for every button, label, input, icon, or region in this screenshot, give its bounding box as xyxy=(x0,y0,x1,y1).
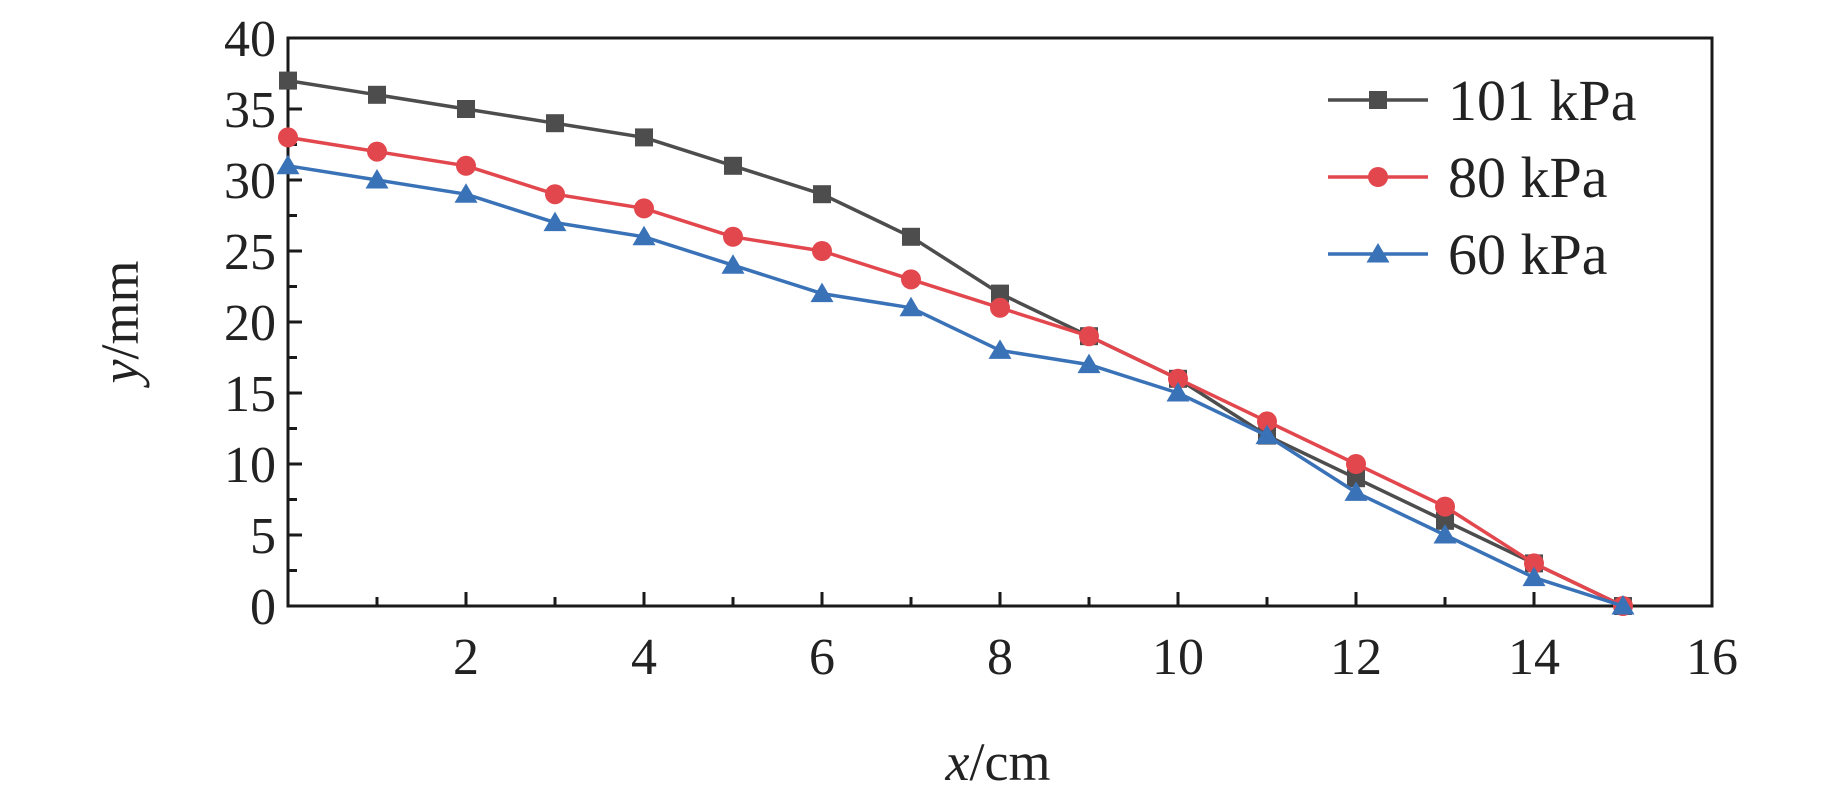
data-point-80-kpa xyxy=(723,226,743,247)
y-tick-label: 30 xyxy=(224,153,276,210)
data-point-80-kpa xyxy=(990,297,1010,318)
data-point-80-kpa xyxy=(901,269,921,290)
data-point-60-kpa xyxy=(543,211,567,232)
y-axis-variable: y xyxy=(90,359,150,388)
series-layer xyxy=(276,71,1635,616)
data-point-60-kpa xyxy=(899,296,923,317)
legend-label: 101 kPa xyxy=(1448,68,1637,133)
data-point-60-kpa xyxy=(1522,566,1546,587)
legend-item-60-kpa: 60 kPa xyxy=(1328,222,1608,287)
series-line-101-kpa xyxy=(287,78,1624,608)
data-point-80-kpa xyxy=(1079,326,1099,347)
data-point-101-kpa xyxy=(724,156,742,175)
data-point-101-kpa xyxy=(635,128,653,147)
legend-marker xyxy=(1366,243,1390,263)
axis-ticks: 2 4 6 8 10 12 14 16 0 5 10 15 20 25 30 35 40 xyxy=(224,11,1738,686)
x-axis-variable: x xyxy=(945,732,970,792)
data-point-80-kpa xyxy=(1257,411,1277,432)
y-tick-label: 15 xyxy=(224,366,276,423)
data-point-101-kpa xyxy=(368,85,386,104)
x-tick-label: 2 xyxy=(453,629,479,686)
data-point-60-kpa xyxy=(1077,353,1101,374)
data-point-60-kpa xyxy=(988,339,1012,359)
series-60-kpa xyxy=(276,154,1635,615)
data-point-60-kpa xyxy=(1166,382,1190,402)
y-tick-label: 10 xyxy=(224,437,276,494)
x-tick-label: 14 xyxy=(1508,629,1560,686)
x-tick-label: 10 xyxy=(1152,629,1204,686)
data-point-80-kpa xyxy=(545,184,565,205)
data-point-60-kpa xyxy=(276,154,300,175)
x-tick-label: 4 xyxy=(631,629,657,686)
data-point-80-kpa xyxy=(1435,496,1455,517)
data-point-60-kpa xyxy=(810,282,834,303)
data-point-80-kpa xyxy=(278,127,298,148)
data-point-80-kpa xyxy=(634,198,654,219)
data-point-60-kpa xyxy=(1611,595,1635,615)
data-point-60-kpa xyxy=(365,169,389,189)
legend-label: 60 kPa xyxy=(1448,222,1608,287)
x-tick-label: 16 xyxy=(1686,629,1738,686)
x-axis-unit: /cm xyxy=(969,732,1050,792)
x-tick-label: 8 xyxy=(987,629,1013,686)
series-line-80-kpa xyxy=(287,135,1624,608)
legend-item-80-kpa: 80 kPa xyxy=(1328,145,1608,210)
data-point-80-kpa xyxy=(456,155,476,176)
data-point-101-kpa xyxy=(813,185,831,204)
data-point-80-kpa xyxy=(812,241,832,261)
data-point-80-kpa xyxy=(1168,368,1188,389)
y-axis-title: y/mm xyxy=(90,261,150,389)
data-point-101-kpa xyxy=(991,284,1009,303)
y-tick-label: 5 xyxy=(250,508,276,565)
data-point-60-kpa xyxy=(1344,481,1368,501)
legend-marker xyxy=(1369,91,1387,109)
y-tick-label: 20 xyxy=(224,295,276,352)
data-point-60-kpa xyxy=(1255,424,1279,445)
data-point-60-kpa xyxy=(454,183,478,203)
data-point-80-kpa xyxy=(1346,454,1366,474)
y-tick-label: 40 xyxy=(224,11,276,68)
legend-label: 80 kPa xyxy=(1448,145,1608,210)
legend-marker xyxy=(1368,167,1388,187)
series-line-60-kpa xyxy=(287,164,1624,608)
legend: 101 kPa 80 kPa 60 kPa xyxy=(1328,68,1637,287)
legend-item-101-kpa: 101 kPa xyxy=(1328,68,1637,133)
data-point-101-kpa xyxy=(1347,469,1365,488)
data-point-80-kpa xyxy=(1524,553,1544,574)
y-tick-label: 0 xyxy=(250,579,276,636)
series-101-kpa xyxy=(279,71,1632,615)
data-point-60-kpa xyxy=(1433,524,1457,544)
data-point-101-kpa xyxy=(1436,511,1454,530)
data-point-60-kpa xyxy=(632,225,656,246)
y-axis-unit: /mm xyxy=(90,261,150,360)
data-point-101-kpa xyxy=(902,227,920,246)
x-tick-label: 6 xyxy=(809,629,835,686)
y-tick-label: 25 xyxy=(224,224,276,281)
data-point-101-kpa xyxy=(457,100,475,118)
x-tick-label: 12 xyxy=(1330,629,1382,686)
data-point-101-kpa xyxy=(279,71,297,90)
data-point-80-kpa xyxy=(367,141,387,162)
data-point-60-kpa xyxy=(721,254,745,274)
x-axis-title: x/cm xyxy=(945,732,1051,792)
data-point-101-kpa xyxy=(546,114,564,133)
y-tick-label: 35 xyxy=(224,82,276,139)
